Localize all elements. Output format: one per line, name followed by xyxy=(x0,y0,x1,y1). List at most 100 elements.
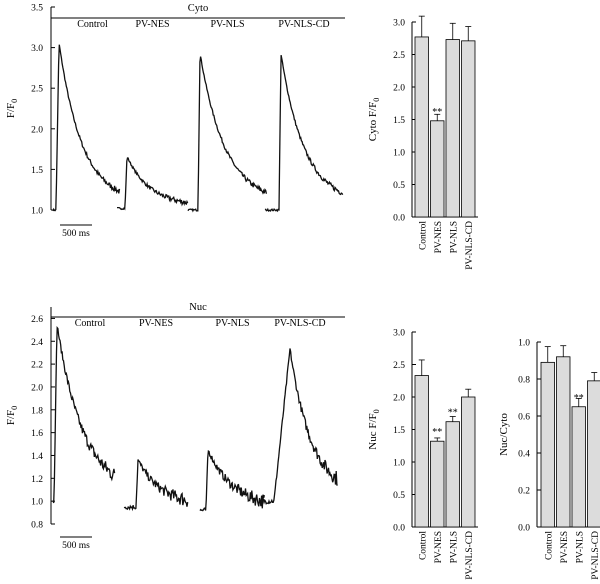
y-tick-label: 3.0 xyxy=(393,19,405,29)
y-axis-label-subscript: 0 xyxy=(372,409,381,413)
trace-pv-nls xyxy=(199,450,266,512)
y-tick-label: 0.6 xyxy=(518,413,530,423)
cyto-bar-panel: 0.0 0.5 1.0 1.5 2.0 2.5 3.0 Cyto F/F0 Control ** P… xyxy=(367,15,478,270)
bar-control xyxy=(414,375,429,528)
y-axis-label-main: F/F xyxy=(5,410,17,425)
y-tick-label: 1.8 xyxy=(31,406,43,416)
x-tick-label: PV-NLS xyxy=(449,531,459,563)
y-tick-label: 2.2 xyxy=(31,361,43,371)
significance-mark: ** xyxy=(574,393,584,404)
bar-pv-nes xyxy=(556,356,571,528)
y-tick-label: 0.4 xyxy=(518,450,530,460)
y-axis-label-subscript: 0 xyxy=(10,99,19,103)
trace-label-pv-nls-cd: PV-NLS-CD xyxy=(274,318,325,329)
y-axis-label-main: Cyto F/F xyxy=(367,102,379,141)
trace-label-control: Control xyxy=(77,19,108,30)
y-tick-label: 0.5 xyxy=(393,491,405,501)
y-axis-label: Cyto F/F0 xyxy=(367,98,381,141)
y-tick-label: 1.2 xyxy=(31,475,43,485)
y-tick-label: 1.5 xyxy=(31,166,43,176)
trace-pv-nls-cd xyxy=(261,348,338,505)
y-tick-label: 0.0 xyxy=(393,524,405,534)
y-axis-label: F/F0 xyxy=(5,406,19,425)
y-tick-label: 1.0 xyxy=(393,149,405,159)
trace-label-pv-nls: PV-NLS xyxy=(210,19,244,30)
y-axis-label: Nuc/Cyto xyxy=(498,413,510,456)
x-tick-label: PV-NES xyxy=(560,531,570,563)
trace-label-pv-nls: PV-NLS xyxy=(215,318,249,329)
panel-title: Nuc xyxy=(189,302,207,313)
trace-label-pv-nls-cd: PV-NLS-CD xyxy=(278,19,329,30)
trace-pv-nls-cd xyxy=(264,54,344,213)
bar-pv-nes xyxy=(430,440,445,528)
y-tick-label: 1.0 xyxy=(393,459,405,469)
y-tick-label: 2.5 xyxy=(393,361,405,371)
y-tick-label: 2.0 xyxy=(393,394,405,404)
y-tick-label: 0.8 xyxy=(518,376,530,386)
trace-label-pv-nes: PV-NES xyxy=(139,318,173,329)
bar-pv-nls xyxy=(571,406,586,528)
trace-label-pv-nes: PV-NES xyxy=(135,19,169,30)
bar-control xyxy=(414,36,429,218)
y-tick-label: 0.8 xyxy=(31,521,43,531)
significance-mark: ** xyxy=(432,107,442,118)
y-tick-label: 0.0 xyxy=(518,524,530,534)
nuc-cyto-ratio-bar-panel: 0.0 0.2 0.4 0.6 0.8 1.0 Nuc/Cyto Control PV-NES *… xyxy=(498,339,600,580)
y-tick-label: 2.0 xyxy=(31,383,43,393)
bar-pv-nls xyxy=(445,421,460,528)
x-tick-label: PV-NLS xyxy=(575,531,585,563)
y-axis-label-main: F/F xyxy=(5,103,17,118)
bar-pv-nls-cd xyxy=(587,380,600,528)
y-tick-label: 2.5 xyxy=(393,51,405,61)
x-tick-label: PV-NLS xyxy=(449,221,459,253)
y-tick-label: 2.5 xyxy=(31,85,43,95)
y-axis-label: F/F0 xyxy=(5,99,19,118)
y-axis-label: Nuc F/F0 xyxy=(367,409,381,449)
significance-mark: ** xyxy=(448,408,458,419)
x-tick-label: Control xyxy=(544,531,554,560)
y-tick-label: 0.5 xyxy=(393,181,405,191)
y-tick-label: 1.0 xyxy=(31,207,43,217)
trace-control xyxy=(52,44,121,212)
y-tick-label: 0.0 xyxy=(393,214,405,224)
bar-control xyxy=(540,361,555,528)
bar-pv-nls-cd xyxy=(461,40,476,218)
y-tick-label: 1.5 xyxy=(393,426,405,436)
y-tick-label: 2.0 xyxy=(393,84,405,94)
scale-bar-label: 500 ms xyxy=(62,541,90,551)
panel-title: Cyto xyxy=(188,3,208,14)
nuc-trace-panel: 0.8 1.0 1.2 1.4 1.6 1.8 2.0 2.2 2.4 2.6 F/F0 Nuc Con… xyxy=(5,302,345,551)
x-tick-label: PV-NES xyxy=(434,221,444,253)
scale-bar-label: 500 ms xyxy=(62,229,90,239)
y-axis-label-subscript: 0 xyxy=(10,406,19,410)
y-tick-label: 2.0 xyxy=(31,125,43,135)
y-tick-label: 2.6 xyxy=(31,315,43,325)
bar-pv-nls xyxy=(445,39,460,218)
y-tick-label: 3.0 xyxy=(393,329,405,339)
bar-pv-nes xyxy=(430,120,445,218)
y-tick-label: 3.5 xyxy=(31,4,43,14)
y-axis-label-subscript: 0 xyxy=(372,98,381,102)
y-axis-label-main: Nuc F/F xyxy=(367,413,379,449)
trace-control xyxy=(52,326,116,504)
y-tick-label: 1.4 xyxy=(31,452,43,462)
trace-label-control: Control xyxy=(75,318,106,329)
x-tick-label: PV-NLS-CD xyxy=(465,531,475,580)
y-axis-label-main: Nuc/Cyto xyxy=(498,413,510,456)
x-tick-label: PV-NES xyxy=(434,531,444,563)
trace-pv-nes xyxy=(117,157,189,211)
x-tick-label: PV-NLS-CD xyxy=(465,221,475,270)
bar-pv-nls-cd xyxy=(461,396,476,528)
y-tick-label: 2.4 xyxy=(31,338,43,348)
y-tick-label: 0.2 xyxy=(518,487,530,497)
y-tick-label: 1.0 xyxy=(31,498,43,508)
y-tick-label: 1.0 xyxy=(518,339,530,349)
trace-pv-nes xyxy=(123,459,189,512)
x-tick-label: Control xyxy=(418,221,428,250)
significance-mark: ** xyxy=(432,427,442,438)
y-tick-label: 1.6 xyxy=(31,429,43,439)
x-tick-label: PV-NLS-CD xyxy=(591,531,600,580)
cyto-trace-panel: 1.0 1.5 2.0 2.5 3.0 3.5 F/F0 Cyto Control PV-NES P… xyxy=(5,3,345,239)
nuc-bar-panel: 0.0 0.5 1.0 1.5 2.0 2.5 3.0 Nuc F/F0 Control ** PV… xyxy=(367,329,478,580)
